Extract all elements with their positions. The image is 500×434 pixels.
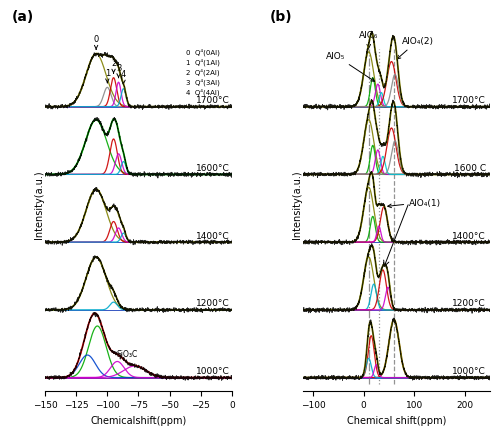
Text: (a): (a) [12, 10, 34, 24]
Text: 4  Q⁴(4Al): 4 Q⁴(4Al) [186, 88, 220, 95]
Text: 1000°C: 1000°C [196, 366, 230, 375]
Text: AlO₄(1): AlO₄(1) [388, 198, 442, 208]
Text: 1200°C: 1200°C [196, 299, 230, 308]
Text: 1200°C: 1200°C [452, 299, 486, 308]
Text: 1600°C: 1600°C [196, 164, 230, 172]
Text: 1400°C: 1400°C [452, 231, 486, 240]
Text: 0  Q⁴(0Al): 0 Q⁴(0Al) [186, 48, 220, 56]
Text: AlO₅: AlO₅ [326, 52, 374, 82]
Text: 4: 4 [121, 70, 126, 85]
Y-axis label: Intensity(a.u.): Intensity(a.u.) [34, 170, 43, 238]
X-axis label: Chemicalshift(ppm): Chemicalshift(ppm) [90, 415, 186, 425]
Text: AlO₄(2): AlO₄(2) [397, 37, 434, 60]
Text: 0: 0 [94, 36, 98, 50]
Text: 3: 3 [116, 64, 121, 79]
Text: 1000°C: 1000°C [452, 366, 486, 375]
Text: 1600 C: 1600 C [454, 164, 486, 172]
Text: 1  Q⁴(1Al): 1 Q⁴(1Al) [186, 58, 220, 66]
Text: 2: 2 [111, 59, 116, 74]
Text: 1700°C: 1700°C [196, 96, 230, 105]
Text: 1: 1 [104, 69, 110, 83]
Text: 3  Q⁴(3Al): 3 Q⁴(3Al) [186, 78, 220, 85]
Text: 2  Q⁴(2Al): 2 Q⁴(2Al) [186, 68, 220, 76]
Text: SiO₃C: SiO₃C [116, 349, 138, 358]
Text: AlO₆: AlO₆ [359, 31, 378, 49]
X-axis label: Chemical shift(ppm): Chemical shift(ppm) [347, 415, 446, 425]
Y-axis label: Intensity(a.u.): Intensity(a.u.) [292, 170, 302, 238]
Text: 1400°C: 1400°C [196, 231, 230, 240]
Text: 1700°C: 1700°C [452, 96, 486, 105]
Text: (b): (b) [270, 10, 292, 24]
